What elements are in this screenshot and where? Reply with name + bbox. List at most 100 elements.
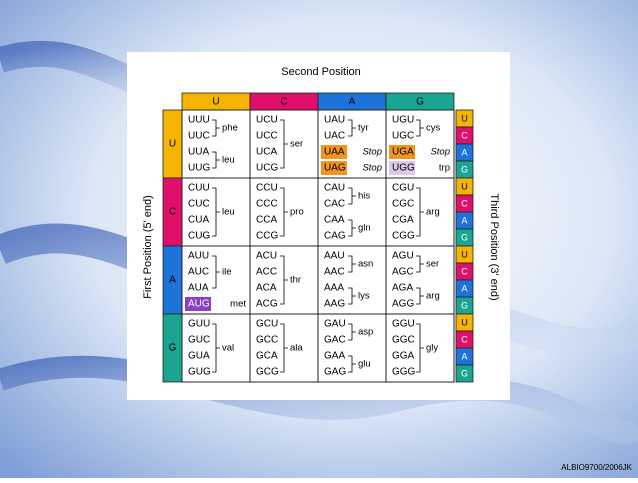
- row-header-label: A: [169, 275, 176, 286]
- codon: GGU: [392, 319, 415, 330]
- codon: GUA: [188, 351, 210, 362]
- codon: ACG: [256, 299, 278, 310]
- row-header-label: G: [169, 343, 177, 354]
- bracket: [212, 323, 220, 373]
- amino-acid: leu: [222, 155, 235, 166]
- amino-acid: ser: [426, 259, 439, 270]
- bracket: [212, 187, 220, 237]
- codon: GCU: [256, 319, 278, 330]
- codon: UAG: [324, 163, 346, 174]
- amino-acid: arg: [426, 207, 440, 218]
- codon: AAU: [324, 251, 345, 262]
- amino-acid: Stop: [362, 163, 382, 174]
- bracket: [212, 119, 220, 137]
- third-base-label: G: [461, 232, 468, 242]
- bracket: [348, 287, 356, 305]
- amino-acid: asp: [358, 327, 373, 338]
- codon: UUG: [188, 163, 210, 174]
- codon: ACU: [256, 251, 277, 262]
- amino-acid: Stop: [430, 147, 450, 158]
- bracket: [416, 187, 424, 237]
- amino-acid: asn: [358, 259, 373, 270]
- amino-acid: lys: [358, 291, 370, 302]
- codon: AAC: [324, 267, 345, 278]
- bracket: [348, 219, 356, 237]
- third-base-label: U: [461, 317, 468, 327]
- third-base-label: U: [461, 181, 468, 191]
- codon: AAG: [324, 299, 345, 310]
- amino-acid: cys: [426, 123, 441, 134]
- column-header-label: C: [280, 97, 287, 108]
- bracket: [416, 255, 424, 273]
- amino-acid: phe: [222, 123, 238, 134]
- amino-acid: gly: [426, 343, 438, 354]
- codon: AGU: [392, 251, 414, 262]
- codon: AUA: [188, 283, 209, 294]
- amino-acid: tyr: [358, 123, 369, 134]
- codon: CGG: [392, 231, 415, 242]
- column-header-label: U: [212, 97, 219, 108]
- bracket: [416, 119, 424, 137]
- third-base-label: A: [461, 147, 467, 157]
- amino-acid: leu: [222, 207, 235, 218]
- codon: CCA: [256, 215, 277, 226]
- bracket: [348, 119, 356, 137]
- credit: ALBIO9700/2006JK: [561, 463, 632, 472]
- third-base-label: C: [461, 334, 468, 344]
- bracket: [280, 187, 288, 237]
- third-base-label: A: [461, 215, 467, 225]
- codon: AGC: [392, 267, 414, 278]
- third-base-label: G: [461, 164, 468, 174]
- codon: GGG: [392, 367, 416, 378]
- column-header-label: A: [349, 97, 356, 108]
- codon: AGA: [392, 283, 413, 294]
- codon: GAC: [324, 335, 346, 346]
- codon: CAU: [324, 183, 345, 194]
- bracket: [212, 151, 220, 169]
- amino-acid: ser: [290, 139, 303, 150]
- amino-acid: pro: [290, 207, 304, 218]
- codon: UUA: [188, 147, 209, 158]
- bracket: [280, 119, 288, 169]
- third-base-label: G: [461, 368, 468, 378]
- codon: UAC: [324, 131, 345, 142]
- codon: CGA: [392, 215, 414, 226]
- codon: CUA: [188, 215, 209, 226]
- third-base-label: C: [461, 266, 468, 276]
- title: Second Position: [281, 66, 361, 78]
- row-header-label: U: [169, 139, 176, 150]
- codon: UGC: [392, 131, 414, 142]
- codon: ACC: [256, 267, 277, 278]
- codon-table: U C A GUUCAGUUUUUCpheUUAUUGleuUCUUCCUCAUCGs…: [162, 92, 474, 383]
- amino-acid: trp: [439, 163, 450, 174]
- codon: UCA: [256, 147, 277, 158]
- codon: CAG: [324, 231, 346, 242]
- third-base-label: C: [461, 198, 468, 208]
- codon: CAC: [324, 199, 345, 210]
- column-header-label: G: [416, 97, 424, 108]
- bracket: [416, 287, 424, 305]
- amino-acid: ala: [290, 343, 303, 354]
- amino-acid: Stop: [362, 147, 382, 158]
- codon: CUC: [188, 199, 210, 210]
- decor-strand: [0, 355, 638, 444]
- codon: GCC: [256, 335, 278, 346]
- codon: UAA: [324, 147, 345, 158]
- third-base-label: A: [461, 351, 467, 361]
- left-label: First Position (5' end): [142, 195, 154, 299]
- codon: UCG: [256, 163, 278, 174]
- codon: GUG: [188, 367, 211, 378]
- codon: ACA: [256, 283, 277, 294]
- codon: GCG: [256, 367, 279, 378]
- bracket: [348, 187, 356, 205]
- amino-acid: gln: [358, 223, 371, 234]
- codon: CGU: [392, 183, 414, 194]
- codon: GUC: [188, 335, 210, 346]
- codon: UGU: [392, 115, 414, 126]
- amino-acid: thr: [290, 275, 301, 286]
- codon: GUU: [188, 319, 210, 330]
- amino-acid: met: [230, 299, 246, 310]
- bracket: [348, 355, 356, 373]
- codon: GGA: [392, 351, 415, 362]
